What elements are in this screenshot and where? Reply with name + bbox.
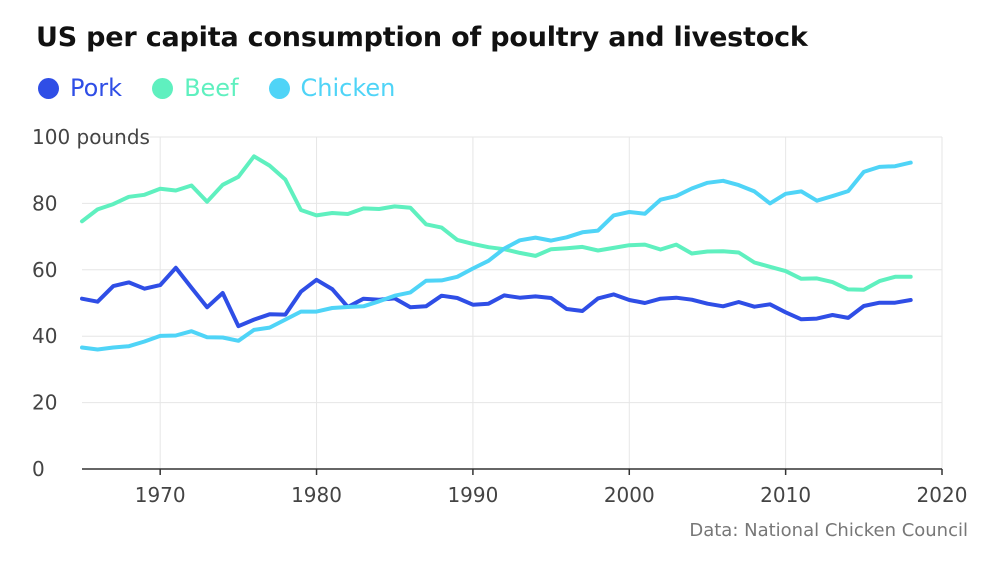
x-tick-label-1970: 1970 — [135, 483, 186, 507]
source-note: Data: National Chicken Council — [689, 520, 968, 541]
legend-swatch-beef — [152, 77, 174, 99]
chart-title: US per capita consumption of poultry and… — [36, 22, 808, 53]
series-lines — [80, 154, 913, 352]
axes: 0 20 40 60 80 100 pounds 1970 1980 1990 2000 2010 2… — [32, 125, 967, 507]
legend-item-pork: Pork — [38, 74, 122, 102]
chart-legend: Pork Beef Chicken — [38, 74, 425, 102]
series-line-chicken — [80, 160, 913, 352]
y-tick-label-80: 80 — [32, 191, 57, 215]
y-tick-label-0: 0 — [32, 457, 45, 481]
legend-label-chicken: Chicken — [300, 74, 396, 102]
legend-item-chicken: Chicken — [268, 74, 396, 102]
y-tick-label-40: 40 — [32, 324, 57, 348]
x-tick-label-2000: 2000 — [604, 483, 655, 507]
series-line-pork — [80, 265, 913, 329]
legend-label-beef: Beef — [184, 74, 239, 102]
legend-swatch-chicken — [268, 77, 290, 99]
legend-label-pork: Pork — [70, 74, 123, 102]
x-tick-label-2010: 2010 — [760, 483, 811, 507]
y-tick-label-60: 60 — [32, 258, 57, 282]
series-line-beef — [80, 154, 913, 292]
legend-swatch-pork — [38, 77, 59, 99]
y-tick-label-100: 100 pounds — [32, 125, 150, 149]
x-tick-label-1990: 1990 — [447, 483, 498, 507]
x-tick-label-2020: 2020 — [917, 483, 968, 507]
legend-item-beef: Beef — [152, 74, 239, 102]
y-tick-label-20: 20 — [32, 391, 57, 415]
x-tick-label-1980: 1980 — [291, 483, 342, 507]
